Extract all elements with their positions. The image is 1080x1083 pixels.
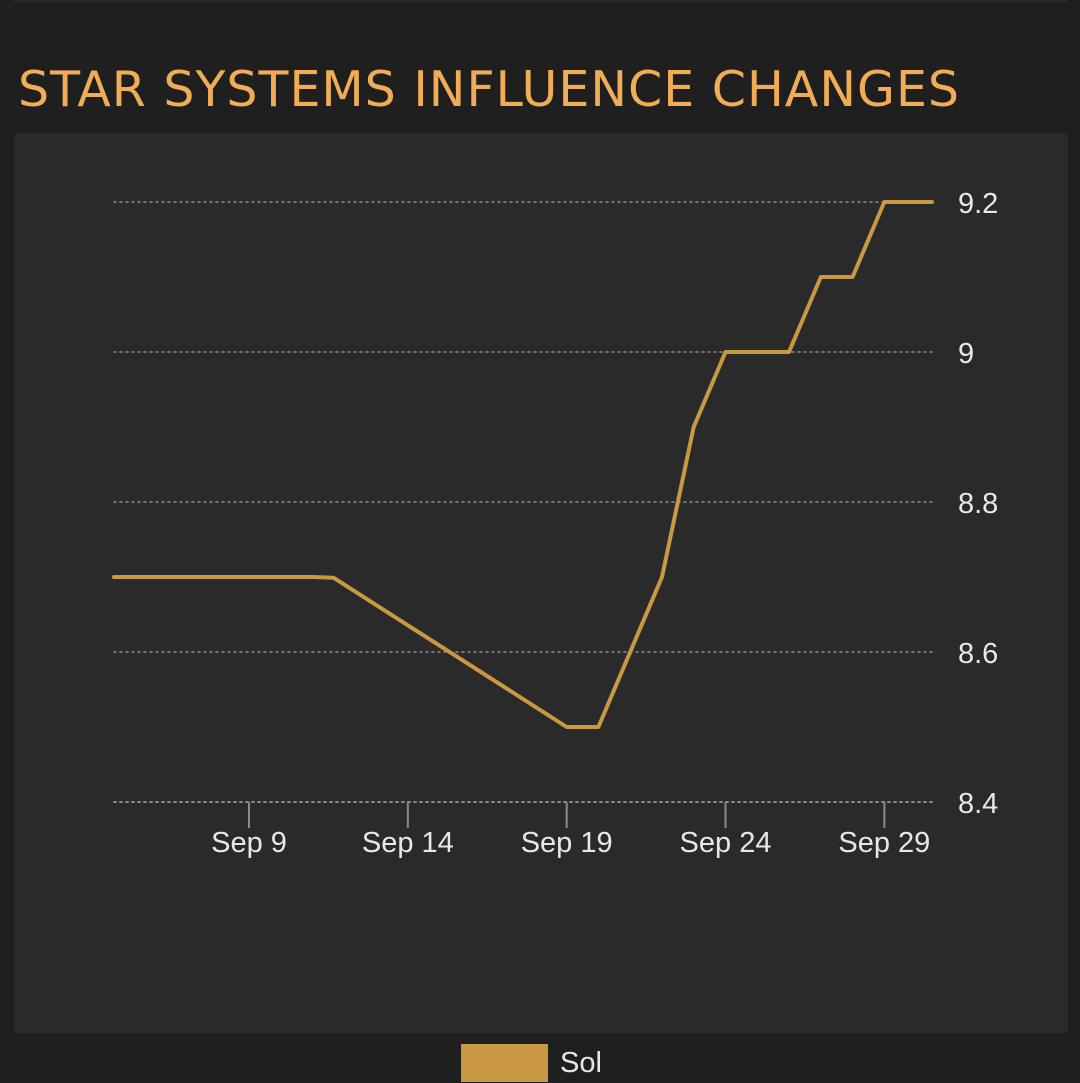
page-title: STAR SYSTEMS INFLUENCE CHANGES [18, 61, 961, 118]
influence-line-chart: 8.4 8.6 8.8 9 9.2 Sep 9 Sep 14 Sep 19 Sep 24 Sep … [112, 188, 998, 859]
y-tick-label-2: 8.8 [958, 488, 998, 520]
x-tick-label-1: Sep 14 [362, 827, 454, 859]
series-line-sol[interactable] [112, 200, 934, 729]
x-tick-label-3: Sep 24 [680, 827, 772, 859]
legend-label-sol: Sol [560, 1046, 602, 1079]
y-tick-label-3: 9 [958, 338, 974, 370]
chart-legend[interactable]: Sol [461, 1043, 602, 1083]
top-divider [14, 0, 1068, 2]
y-tick-label-0: 8.4 [958, 788, 998, 820]
x-tick-label-0: Sep 9 [211, 827, 287, 859]
x-tick-label-4: Sep 29 [838, 827, 930, 859]
y-tick-label-1: 8.6 [958, 638, 998, 670]
x-tick-label-2: Sep 19 [521, 827, 613, 859]
legend-swatch-sol[interactable] [461, 1044, 548, 1082]
chart-panel: 8.4 8.6 8.8 9 9.2 Sep 9 Sep 14 Sep 19 Sep 24 Sep … [14, 133, 1068, 1082]
y-tick-label-4: 9.2 [958, 188, 998, 220]
